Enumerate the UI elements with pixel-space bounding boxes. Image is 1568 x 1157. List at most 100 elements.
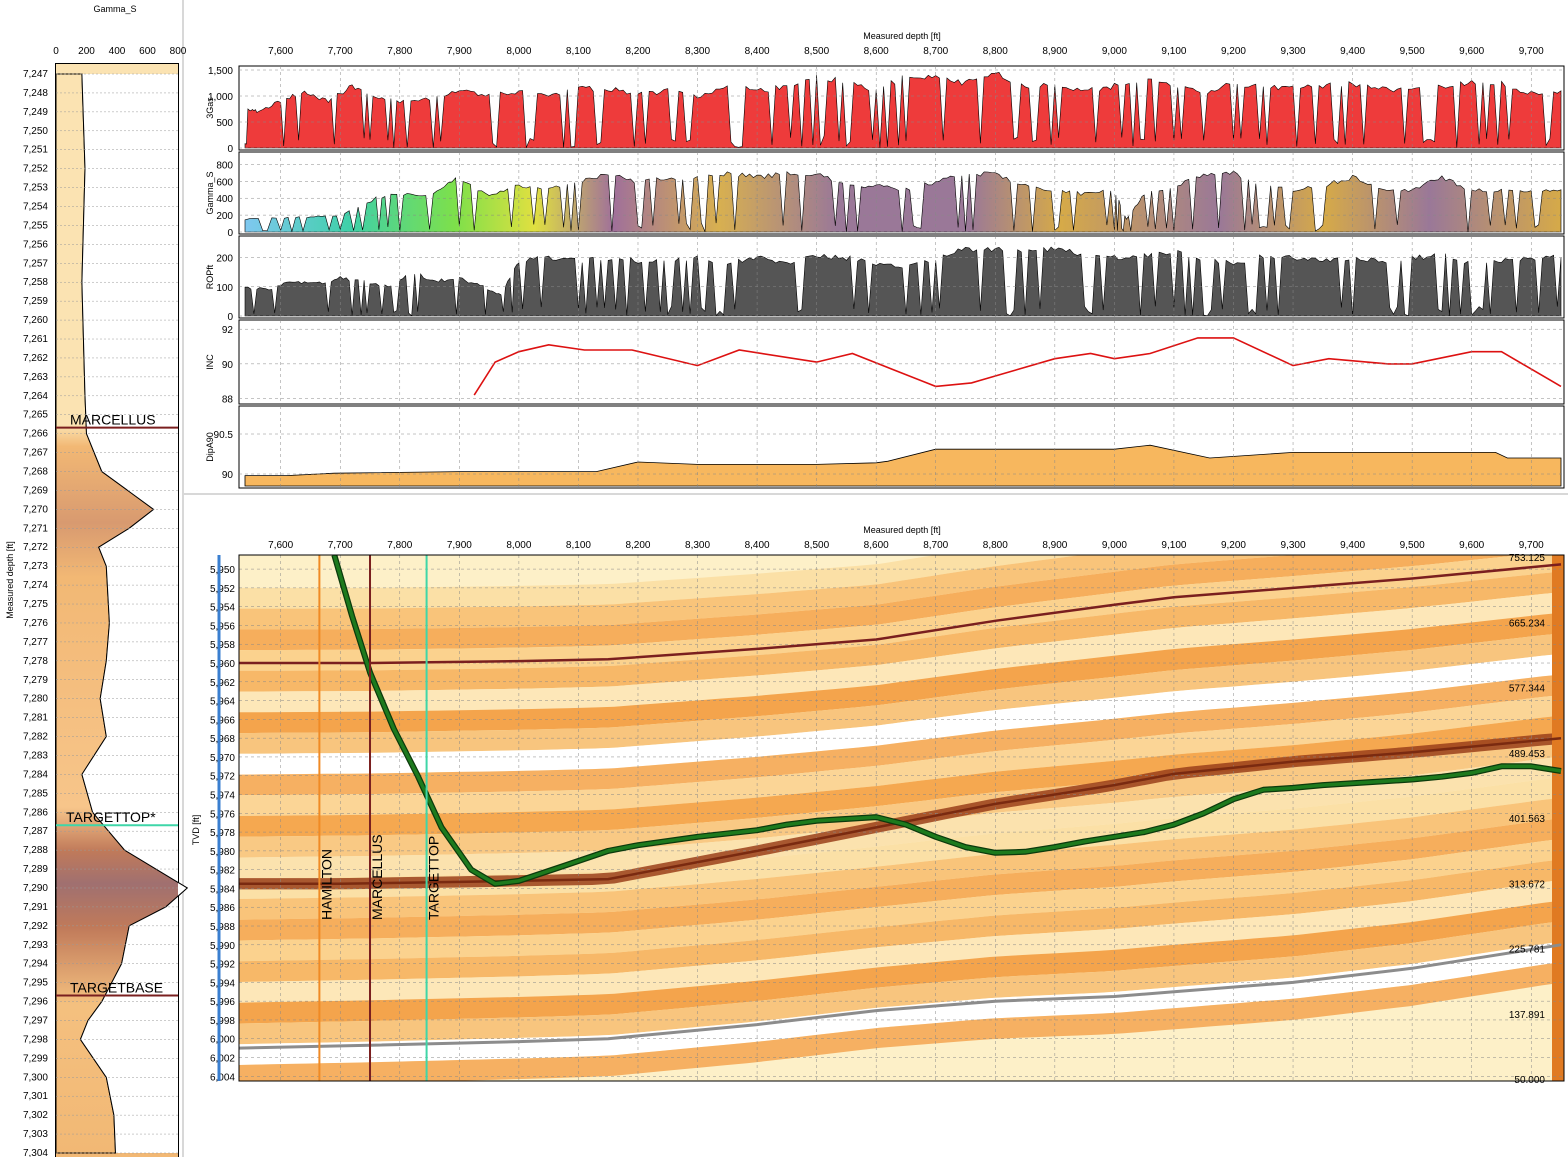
xs-y-tick-9: 5,968	[210, 734, 235, 745]
gamma-log-depth-tick-11: 7,258	[23, 277, 48, 288]
gamma-log-depth-tick-46: 7,293	[23, 940, 48, 951]
top-x-tick-18: 9,400	[1340, 46, 1365, 57]
gamma-log-panel: Gamma_S 0 200 400 600 800 7,2477,2487,2497,2…	[0, 0, 189, 1157]
gamma-log-depth-tick-17: 7,264	[23, 391, 48, 402]
gas-y-tick-0: 1,500	[208, 66, 233, 77]
vertical-marker-label-0: HAMILTON	[318, 849, 334, 920]
top-x-tick-9: 8,500	[804, 46, 829, 57]
xs-x-tick-3: 7,900	[447, 540, 472, 551]
xs-x-tick-0: 7,600	[268, 540, 293, 551]
top-x-tick-13: 8,900	[1042, 46, 1067, 57]
gamma-log-depth-tick-16: 7,263	[23, 372, 48, 383]
gamma-log-x-tick-2: 400	[109, 46, 126, 57]
top-x-tick-6: 8,200	[625, 46, 650, 57]
xs-y-tick-10: 5,970	[210, 753, 235, 764]
top-x-tick-14: 9,000	[1102, 46, 1127, 57]
gamma-log-depth-tick-31: 7,278	[23, 656, 48, 667]
top-x-tick-7: 8,300	[685, 46, 710, 57]
top-x-tick-5: 8,100	[566, 46, 591, 57]
inc-y-tick-2: 88	[222, 395, 234, 406]
gamma-log-y-label: Measured depth [ft]	[5, 541, 15, 619]
xs-y-tick-27: 6,004	[210, 1072, 235, 1083]
gamma-log-depth-tick-52: 7,299	[23, 1053, 48, 1064]
top-x-tick-19: 9,500	[1400, 46, 1425, 57]
gamma-area	[244, 170, 1562, 233]
gamma-log-formation-markers: MARCELLUS TARGETTOP* TARGETBASE	[56, 412, 178, 997]
gamma-log-depth-tick-13: 7,260	[23, 315, 48, 326]
wellbore-trajectory	[332, 555, 1562, 886]
gamma-y-label: Gamma_S	[205, 171, 215, 214]
xs-y-tick-5: 5,960	[210, 659, 235, 670]
xs-y-tick-20: 5,990	[210, 941, 235, 952]
inc-y-tick-1: 90	[222, 360, 234, 371]
vertical-marker-label-1: MARCELLUS	[369, 834, 385, 920]
gamma-log-marker-label-2: TARGETBASE	[70, 980, 163, 996]
xs-x-tick-21: 9,700	[1519, 540, 1544, 551]
rop-y-tick-0: 200	[216, 254, 233, 265]
rop-y-tick-2: 0	[227, 312, 233, 323]
xs-y-tick-0: 5,950	[210, 565, 235, 576]
xs-y-tick-8: 5,966	[210, 715, 235, 726]
xs-x-tick-20: 9,600	[1459, 540, 1484, 551]
gamma-log-depth-tick-8: 7,255	[23, 220, 48, 231]
inc-y-tick-0: 92	[222, 325, 234, 336]
track-dip: 90.5 90 DipA90	[205, 405, 1565, 489]
gamma-log-depth-tick-32: 7,279	[23, 675, 48, 686]
xs-y-tick-18: 5,986	[210, 903, 235, 914]
xs-y-tick-15: 5,980	[210, 847, 235, 858]
xs-x-tick-4: 8,000	[506, 540, 531, 551]
top-x-tick-8: 8,400	[745, 46, 770, 57]
gas-y-tick-3: 0	[227, 144, 233, 155]
horizon-marcellus	[239, 563, 1562, 665]
gamma-y-tick-1: 600	[216, 177, 233, 188]
top-x-axis-label: Measured depth [ft]	[863, 31, 941, 41]
cross-section-x-axis-label: Measured depth [ft]	[863, 525, 941, 535]
gamma-scale-label-4: 401.563	[1509, 814, 1546, 825]
gamma-log-depth-tick-40: 7,287	[23, 826, 48, 837]
xs-y-tick-19: 5,988	[210, 922, 235, 933]
gamma-scale-label-1: 665.234	[1509, 618, 1546, 629]
gamma-log-depth-tick-15: 7,262	[23, 353, 48, 364]
top-x-tick-10: 8,600	[864, 46, 889, 57]
gamma-log-depth-ticks: 7,247 7,248 7,249 7,250 7,251 7,252 7,253 7,254…	[23, 69, 48, 1157]
gamma-log-depth-tick-44: 7,291	[23, 902, 48, 913]
cross-section-y-label: TVD [ft]	[191, 815, 201, 846]
gamma-log-marker-label-0: MARCELLUS	[70, 412, 156, 428]
xs-y-tick-1: 5,952	[210, 584, 235, 595]
xs-y-tick-22: 5,994	[210, 978, 235, 989]
gamma-scale-label-2: 577.344	[1509, 684, 1546, 695]
gamma-log-x-tick-3: 600	[139, 46, 156, 57]
xs-y-tick-3: 5,956	[210, 621, 235, 632]
xs-x-tick-9: 8,500	[804, 540, 829, 551]
dip-y-tick-0: 90.5	[214, 430, 234, 441]
xs-x-tick-8: 8,400	[745, 540, 770, 551]
gamma-log-depth-tick-35: 7,282	[23, 732, 48, 743]
gas-y-label: 3Gas	[205, 97, 215, 119]
gamma-scale-label-0: 753.125	[1509, 553, 1546, 564]
gamma-log-depth-tick-47: 7,294	[23, 959, 48, 970]
top-x-tick-2: 7,800	[387, 46, 412, 57]
gamma-log-depth-tick-39: 7,286	[23, 807, 48, 818]
xs-x-tick-5: 8,100	[566, 540, 591, 551]
top-x-tick-3: 7,900	[447, 46, 472, 57]
horizon-targettop	[239, 736, 1562, 886]
gamma-y-tick-0: 800	[216, 160, 233, 171]
gamma-log-depth-tick-12: 7,259	[23, 296, 48, 307]
dip-y-tick-1: 90	[222, 470, 234, 481]
xs-x-tick-6: 8,200	[625, 540, 650, 551]
track-inc: 92 90 88 INC	[205, 319, 1565, 406]
xs-x-tick-16: 9,200	[1221, 540, 1246, 551]
top-x-tick-21: 9,700	[1519, 46, 1544, 57]
gamma-log-depth-tick-25: 7,272	[23, 542, 48, 553]
gamma-log-depth-tick-20: 7,267	[23, 448, 48, 459]
gamma-y-tick-4: 0	[227, 228, 233, 239]
gamma-log-depth-tick-57: 7,304	[23, 1148, 48, 1157]
gamma-y-tick-2: 400	[216, 194, 233, 205]
gamma-log-depth-tick-23: 7,270	[23, 504, 48, 515]
xs-x-tick-13: 8,900	[1042, 540, 1067, 551]
xs-y-tick-21: 5,992	[210, 960, 235, 971]
xs-x-tick-12: 8,800	[983, 540, 1008, 551]
xs-y-tick-24: 5,998	[210, 1016, 235, 1027]
gamma-log-depth-tick-29: 7,276	[23, 618, 48, 629]
